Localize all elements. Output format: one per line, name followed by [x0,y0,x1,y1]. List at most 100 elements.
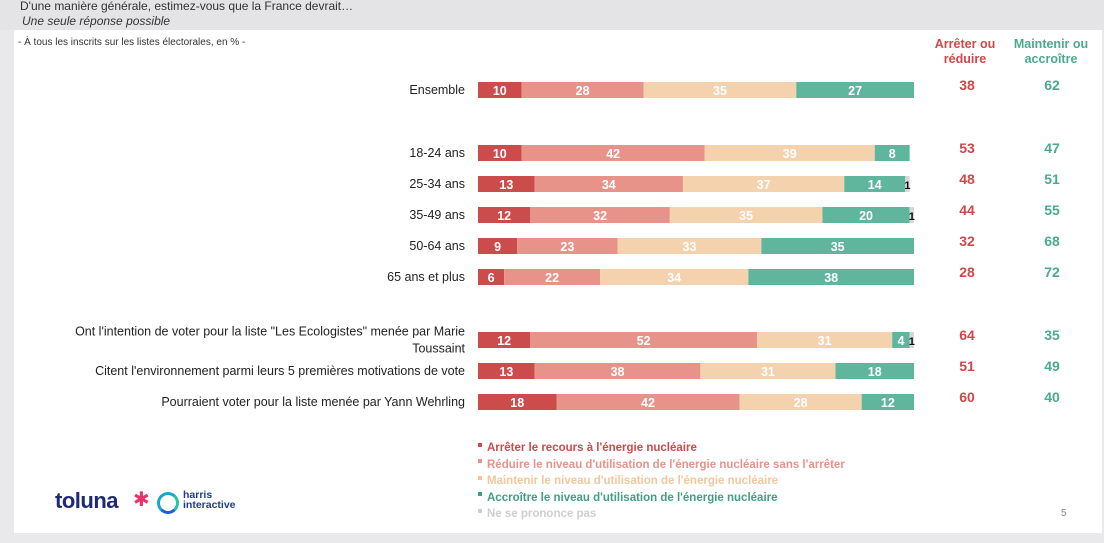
bar-value-label: 12 [497,209,511,223]
bar-segment [682,176,845,192]
bar-segment [844,176,906,192]
bar-segment [643,82,797,98]
bar-segment [521,82,644,98]
bar-value-label: 34 [667,271,681,285]
harris-interactive-logo: harris interactive [183,489,236,511]
bar-segment [556,394,740,410]
harris-logo-line1: harris [183,489,213,501]
bar-value-label: 31 [761,365,775,379]
maintenir-accroitre-total: 62 [1044,77,1060,93]
bar-value-label: 10 [493,84,507,98]
arreter-reduire-total: 64 [959,327,975,343]
legend-marker-icon [478,492,482,497]
bar-value-label: 10 [493,147,507,161]
bar-value-label: 18 [510,396,524,410]
bar-segment [748,269,914,285]
bar-value-label: 14 [868,178,882,192]
bar-value-label: 38 [611,365,625,379]
maintenir-accroitre-total: 55 [1044,202,1060,218]
bar-segment [478,269,505,285]
arreter-reduire-total: 51 [959,358,975,374]
maintenir-accroitre-total: 72 [1044,264,1060,280]
bar-value-label-nsp: 1 [909,336,915,348]
arreter-reduire-total: 38 [959,77,975,93]
bar-segment [909,207,914,223]
bar-value-label: 4 [897,334,904,348]
bar-segment [478,207,531,223]
bar-segment [521,145,705,161]
row-label: 65 ans et plus [387,270,465,284]
bar-value-label: 33 [683,240,697,254]
bar-segment [517,238,618,254]
harris-logo-line2: interactive [183,499,236,511]
bar-value-label: 12 [881,396,895,410]
bar-value-label: 22 [545,271,559,285]
bar-segment [478,176,535,192]
legend-item: Arrêter le recours à l'énergie nucléaire [478,440,845,457]
maintenir-accroitre-total: 68 [1044,233,1060,249]
base-note: - À tous les inscrits sur les listes éle… [18,37,246,48]
bar-segment [761,238,914,254]
row-label: Ensemble [409,83,465,97]
bar-value-label: 20 [859,209,873,223]
question-subtitle: Une seule réponse possible [22,14,171,28]
row-label: Toussaint [412,342,465,356]
row-label: 35-49 ans [409,208,465,222]
bar-value-label: 35 [831,240,845,254]
bar-value-label: 27 [848,84,862,98]
legend-item: Ne se prononce pas [478,506,845,523]
legend-label: Arrêter le recours à l'énergie nucléaire [487,442,697,454]
bar-segment [861,394,914,410]
bar-segment [534,176,683,192]
legend-marker-icon [478,475,482,480]
bar-segment [669,207,823,223]
legend-marker-icon [478,442,482,447]
bar-value-label: 13 [499,178,513,192]
bar-value-label: 42 [641,396,655,410]
arreter-reduire-total: 60 [959,389,975,405]
bar-value-label: 13 [499,365,513,379]
legend-item: Maintenir le niveau d'utilisation de l'é… [478,473,845,490]
bar-value-label: 31 [818,334,832,348]
bar-value-label: 35 [713,84,727,98]
bar-segment [530,207,670,223]
chart-legend: Arrêter le recours à l'énergie nucléaire… [478,440,845,523]
bar-value-label: 52 [637,334,651,348]
question-header: D'une manière générale, estimez-vous que… [0,0,1104,30]
toluna-logo: toluna [55,488,119,513]
bar-value-label: 8 [889,147,896,161]
arreter-reduire-total: 32 [959,233,975,249]
bar-value-label: 34 [602,178,616,192]
bar-value-label: 12 [497,334,511,348]
bar-segment [739,394,862,410]
bar-segment [909,332,914,348]
column-header-arreter-line2: réduire [943,52,987,66]
bar-segment [757,332,893,348]
column-header-arreter-reduire: Arrêter ou réduire [925,37,1005,67]
bar-segment [478,238,518,254]
bar-segment [874,145,910,161]
bar-segment [530,332,758,348]
legend-item: Réduire le niveau d'utilisation de l'éne… [478,457,845,474]
bar-segment [478,332,531,348]
legend-marker-icon [478,459,482,464]
bar-value-label: 18 [868,365,882,379]
bar-segment [905,176,910,192]
question-text: D'une manière générale, estimez-vous que… [20,0,354,13]
bar-value-label: 9 [494,240,501,254]
legend-label: Ne se prononce pas [487,508,597,520]
bar-value-label: 39 [783,147,797,161]
legend-label: Maintenir le niveau d'utilisation de l'é… [487,475,779,487]
maintenir-accroitre-total: 35 [1044,327,1060,343]
row-label: 50-64 ans [409,239,465,253]
bar-value-label-nsp: 1 [909,211,915,223]
legend-marker-icon [478,508,482,513]
toluna-star-icon: ✱ [133,489,150,511]
bar-value-label: 38 [824,271,838,285]
legend-label: Accroître le niveau d'utilisation de l'é… [487,491,778,504]
maintenir-accroitre-total: 47 [1044,140,1060,156]
bar-segment [892,332,910,348]
bar-segment [796,82,914,98]
bar-segment [478,394,557,410]
